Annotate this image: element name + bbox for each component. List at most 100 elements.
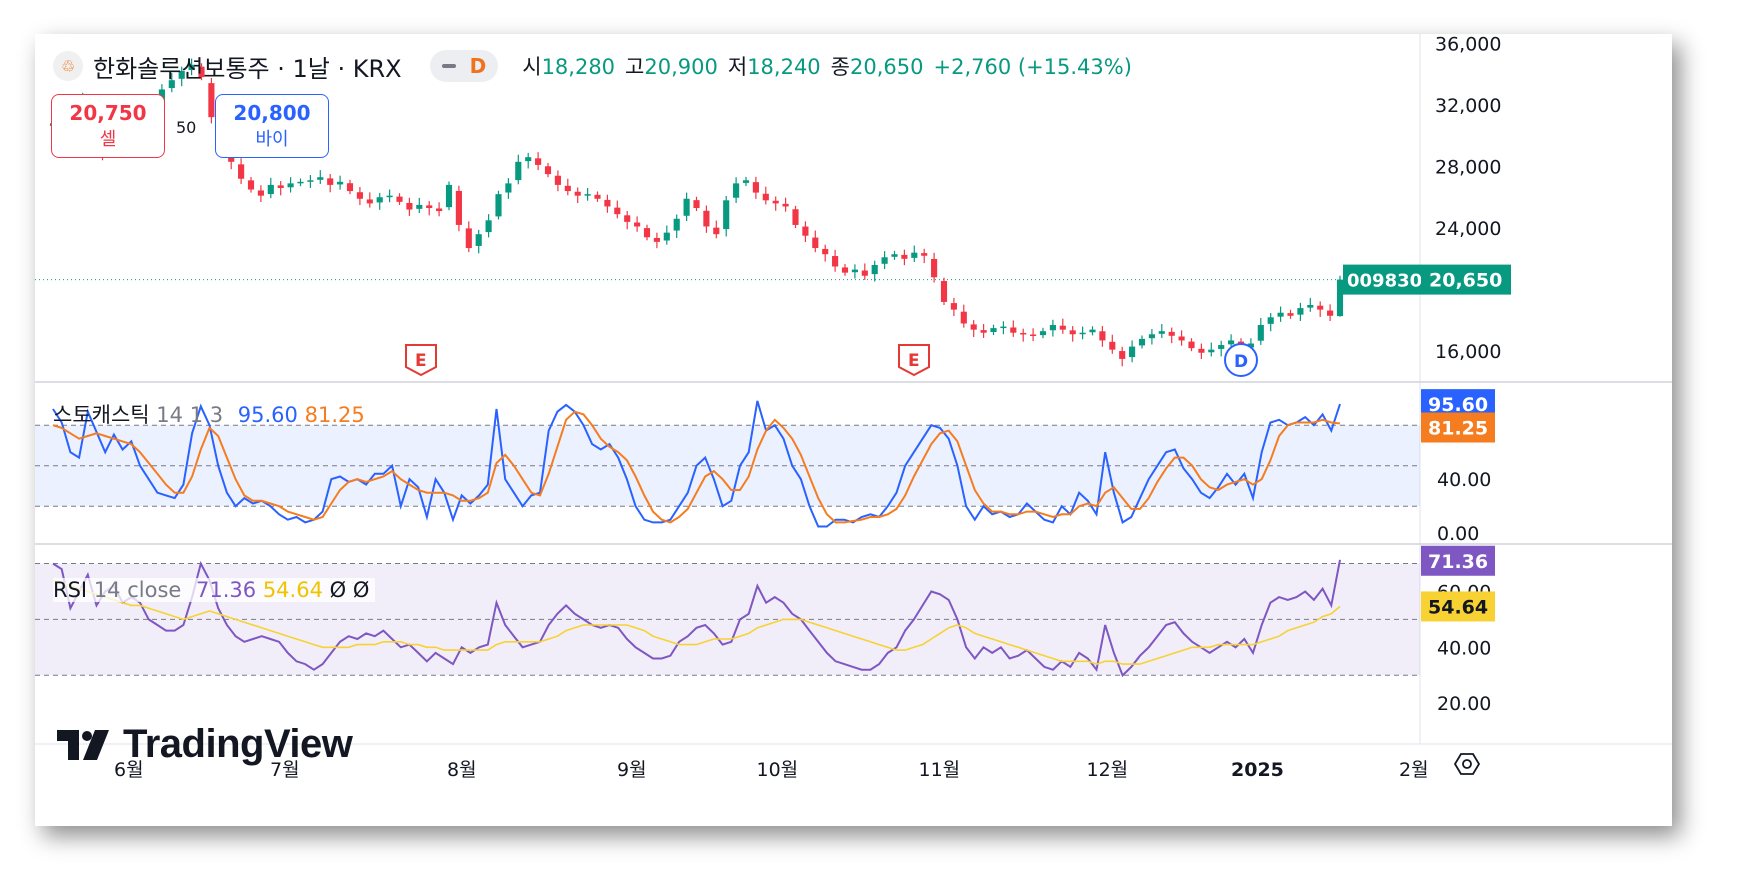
candle-body — [733, 183, 740, 198]
rsi-axis-label: 71.36 — [1428, 551, 1488, 573]
rsi-line — [52, 559, 1341, 678]
candle-body — [436, 208, 443, 212]
stochastic-legend[interactable]: 스토캐스틱 14 1 3 95.60 81.25 — [53, 399, 365, 429]
buy-button[interactable]: 20,800 바이 — [215, 94, 329, 158]
stoch-d-value: 81.25 — [304, 403, 365, 427]
candle-body — [693, 200, 700, 208]
stoch-tick-label: 0.00 — [1437, 523, 1479, 545]
ohlc-values: 시18,280 고20,900 저18,240 종20,650 +2,760 (+15.… — [522, 51, 1142, 81]
candle-body — [663, 232, 670, 241]
candle-body — [762, 193, 769, 201]
candle-body — [782, 203, 789, 207]
candle-body — [416, 204, 423, 209]
candle-body — [307, 180, 314, 182]
candle-body — [673, 218, 680, 231]
candle-body — [911, 252, 918, 258]
candle-body — [535, 158, 542, 165]
chart-canvas[interactable]: 16,000 24,000 28,000 32,000 36,000 009830 20,6… — [35, 34, 1672, 826]
candle-body — [247, 180, 255, 190]
candle-body — [950, 303, 957, 310]
time-tick-label: 8월 — [447, 759, 477, 781]
candle-body — [970, 324, 977, 330]
candle-body — [178, 70, 185, 79]
candle-body — [337, 181, 344, 185]
settings-gear-icon — [1453, 753, 1481, 775]
buy-price: 20,800 — [233, 101, 311, 125]
ohlc-label: 시 — [522, 55, 542, 79]
price-tick-label: 36,000 — [1435, 34, 1501, 55]
candle-body — [1129, 346, 1136, 358]
candle-body — [624, 215, 631, 222]
sell-button[interactable]: 20,750 셀 — [51, 94, 165, 158]
candle-body — [1247, 343, 1254, 348]
chart-frame: 16,000 24,000 28,000 32,000 36,000 009830 20,6… — [35, 34, 1672, 826]
price-tick-label: 32,000 — [1435, 95, 1501, 117]
minus-icon — [441, 64, 456, 68]
candle-body — [881, 257, 888, 264]
time-tick-label: 10월 — [757, 759, 799, 781]
candle-body — [1039, 331, 1047, 336]
ohlc-value: 18,240 — [747, 55, 821, 79]
candle-body — [1336, 279, 1344, 317]
candle-body — [515, 161, 522, 181]
candle-body — [327, 178, 334, 185]
buy-label: 바이 — [255, 129, 289, 150]
sell-label: 셀 — [99, 129, 117, 150]
timeframe-badge[interactable]: D — [429, 50, 499, 82]
time-tick-label: 6월 — [114, 759, 144, 781]
candle-body — [475, 234, 482, 246]
candle-body — [861, 270, 868, 276]
symbol-title[interactable]: 한화솔루션보통주 · 1날 · KRX — [93, 54, 402, 83]
candle-body — [1267, 317, 1274, 324]
tradingview-logo[interactable]: TradingView — [57, 722, 353, 767]
candle-body — [1208, 349, 1215, 353]
time-tick-label: 11월 — [919, 759, 961, 781]
candle-body — [1020, 332, 1027, 335]
candle-body — [317, 177, 324, 180]
candle-body — [1010, 327, 1017, 333]
candle-body — [544, 166, 552, 175]
candle-body — [1287, 313, 1294, 316]
candle-body — [1049, 325, 1056, 331]
candle-body — [287, 183, 294, 188]
rsi-name: RSI — [53, 578, 88, 602]
time-tick-label: 2월 — [1399, 759, 1429, 781]
candle-body — [1148, 334, 1155, 339]
candle-body — [277, 185, 284, 188]
time-tick-label: 7월 — [270, 759, 300, 781]
stoch-d-label-bg — [1421, 412, 1495, 443]
ohlc-value: 18,280 — [541, 55, 616, 79]
earnings-marker-icon — [405, 344, 437, 377]
ohlc-value: +2,760 (+15.43%) — [933, 55, 1132, 79]
symbol-logo-icon: ♲ — [53, 51, 83, 81]
candle-body — [485, 220, 492, 233]
candle-body — [713, 227, 720, 235]
candle-body — [1079, 332, 1086, 335]
symbol-label-bg — [1343, 264, 1421, 295]
spread-value: 50 — [173, 118, 200, 137]
candle-body — [1099, 331, 1106, 341]
candle-body — [604, 199, 611, 207]
stoch-d-axis-label: 81.25 — [1428, 418, 1488, 440]
candle-body — [812, 237, 819, 249]
candle-body — [1168, 331, 1175, 336]
candle-body — [792, 209, 799, 225]
candle-body — [683, 198, 690, 216]
candle-body — [1069, 330, 1076, 335]
candle-body — [742, 180, 750, 183]
earnings-marker-label: E — [415, 351, 427, 371]
rsi-extra-1: Ø — [329, 578, 347, 602]
rsi-legend[interactable]: RSI 14 close 71.36 54.64 Ø Ø — [53, 578, 376, 602]
candle-body — [752, 182, 759, 193]
candle-body — [1138, 338, 1146, 346]
candle-body — [1158, 331, 1165, 334]
candle-body — [1307, 305, 1314, 308]
stoch-name: 스토캐스틱 — [53, 403, 150, 427]
candle-body — [1059, 325, 1066, 330]
dividend-marker-icon — [1224, 343, 1258, 377]
candle-body — [584, 194, 591, 196]
candle-body — [921, 253, 928, 256]
candle-body — [901, 254, 908, 259]
time-tick-label: 2025 — [1231, 759, 1284, 781]
candle-body — [574, 191, 581, 196]
